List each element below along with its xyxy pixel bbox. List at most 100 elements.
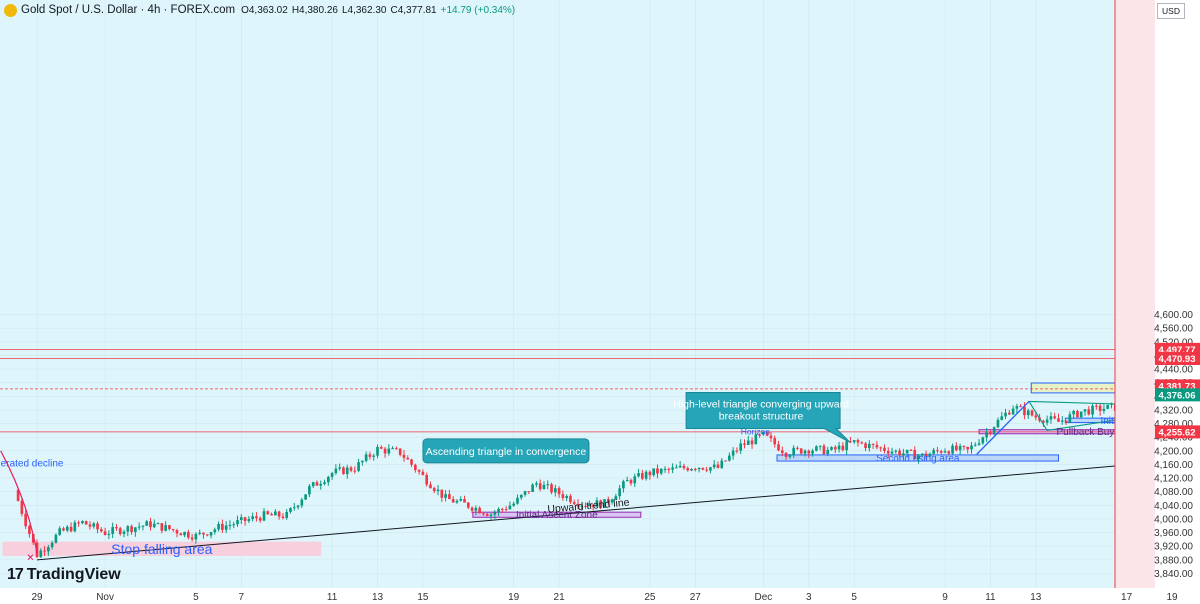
candle-body [24,513,27,527]
future-area [1115,0,1155,588]
candle-body [296,505,300,508]
candle-body [323,482,326,484]
candle-body [421,471,425,475]
candle-body [1064,420,1068,423]
candle-body [947,451,951,454]
time-tick-label: 5 [193,592,199,603]
candle-body [746,440,750,445]
candle-body [614,496,618,500]
zone-label: Stop falling area [111,541,212,557]
candle-body [989,432,992,434]
candle-body [652,468,656,476]
candle-body [39,550,43,558]
time-axis[interactable] [0,588,1200,604]
candle-body [65,526,69,531]
candle-body [1083,409,1087,412]
candle-body [247,519,251,522]
candle-body [122,531,126,534]
candle-body [769,435,773,439]
projection-line [976,400,1030,455]
candle-body [134,527,137,533]
candle-body [417,470,421,472]
candle-body [308,486,311,495]
time-tick-label: 5 [851,592,857,603]
candle-body [1000,416,1004,420]
candle-body [890,451,894,454]
candle-body [610,499,614,503]
candle-body [255,516,258,519]
candle-body [190,537,194,540]
candle-body [224,525,228,530]
candle-body [519,494,523,498]
candle-body [149,521,152,528]
candle-body [232,524,236,526]
candle-body [501,508,504,510]
candle-body [523,491,527,495]
tradingview-logo-icon: 17 [7,566,24,583]
candle-body [1049,416,1053,420]
candle-body [659,468,663,474]
candle-body [1060,420,1064,422]
candle-body [962,445,966,447]
price-tick-label: 4,560.00 [1154,324,1193,335]
candle-body [516,497,519,504]
time-tick-label: 25 [644,592,656,603]
candle-body [448,494,451,500]
currency-button[interactable]: USD [1157,3,1185,19]
candle-body [20,500,24,514]
tradingview-logo[interactable]: 17 TradingView [7,566,121,584]
candle-body [724,460,727,462]
candle-body [402,454,406,458]
candle-body [466,502,470,508]
candle-body [451,499,455,503]
candle-body [111,527,114,534]
symbol-title[interactable]: Gold Spot / U.S. Dollar · 4h · FOREX.com [21,4,236,16]
candle-body [126,526,130,532]
time-tick-label: Nov [96,592,114,603]
price-tag-label: 4,497.77 [1159,345,1196,356]
candle-body [1106,404,1110,409]
candle-body [251,516,254,520]
candle-body [436,489,440,492]
candle-body [485,514,489,516]
candle-body [478,507,481,514]
candle-body [852,440,856,443]
candle-body [951,445,954,454]
candle-body [538,483,542,490]
candle-body [432,488,436,492]
candle-body [618,488,621,497]
candle-body [77,522,80,524]
time-tick-label: 3 [806,592,812,603]
candle-body [372,455,376,457]
candle-body [712,464,716,468]
candle-body [550,484,553,493]
candle-body [160,523,164,531]
candle-body [667,468,671,470]
candle-body [860,442,864,444]
price-tick-label: 4,120.00 [1154,474,1193,485]
time-tick-label: 7 [239,592,245,603]
candle-body [444,494,447,498]
time-tick-label: 21 [554,592,566,603]
callout-box [685,391,851,443]
price-tag [1155,352,1200,366]
candle-body [1019,406,1022,408]
price-axis[interactable] [1155,0,1200,588]
callout-ascending-triangle: Ascending triangle in convergence [426,446,587,458]
candle-body [425,474,429,485]
candle-body [535,483,538,485]
candle-body [837,445,841,450]
candle-body [875,444,879,448]
candle-body [973,444,977,446]
candle-body [357,462,360,471]
price-tag [1155,425,1200,439]
candle-body [379,446,383,449]
candle-body [709,467,712,471]
candle-body [205,534,209,536]
candle-body [334,468,338,474]
candle-body [73,522,77,532]
candle-body [758,434,761,436]
candle-body [145,521,149,526]
candle-body [833,447,837,450]
